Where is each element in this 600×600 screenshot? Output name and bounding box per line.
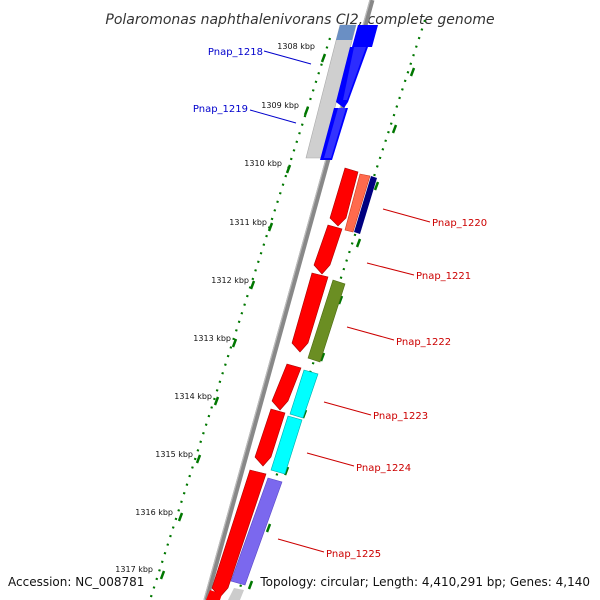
leader-pnap-1225 [277,538,325,553]
cog-block-1224[interactable] [270,415,303,475]
map-title: Polaromonas naphthalenivorans CJ2, compl… [105,12,494,28]
tick-label-1317: 1317 kbp [115,565,153,574]
scale-tick-labels: 1308 kbp 1309 kbp 1310 kbp 1311 kbp 1312… [115,42,315,574]
cog-block-1223[interactable] [289,369,319,419]
gene-block-pnap-1224[interactable] [254,408,286,467]
leader-pnap-1218 [263,50,312,65]
gene-block-pnap-1223[interactable] [271,363,302,411]
tick-label-1316: 1316 kbp [135,508,173,517]
cog-block-1222[interactable] [307,279,346,363]
upper-strand-band-top [336,25,356,40]
gene-label-pnap-1225[interactable]: Pnap_1225 [326,549,381,560]
gene-leader-lines [249,50,431,553]
gene-block-pnap-1220[interactable] [329,167,359,227]
cog-block-1220b[interactable] [354,176,377,234]
tick-label-1313: 1313 kbp [193,334,231,343]
genome-summary-text: Topology: circular; Length: 4,410,291 bp… [259,575,590,589]
cog-block-1225[interactable] [230,477,283,586]
tick-label-1314: 1314 kbp [174,392,212,401]
gene-label-pnap-1223[interactable]: Pnap_1223 [373,411,428,422]
forward-cds-group [320,25,378,160]
leader-pnap-1224 [306,452,355,467]
leader-pnap-1220 [382,208,431,223]
reverse-cds-group [206,167,359,600]
leader-pnap-1221 [366,262,415,276]
accession-text: Accession: NC_008781 [8,575,144,589]
gene-block-pnap-1225[interactable] [211,469,267,598]
tick-label-1308: 1308 kbp [277,42,315,51]
tick-label-1309: 1309 kbp [261,101,299,110]
gene-label-pnap-1224[interactable]: Pnap_1224 [356,463,411,474]
gene-block-pnap-1218a[interactable] [352,25,378,47]
leader-pnap-1219 [249,109,297,124]
tick-label-1310: 1310 kbp [244,159,282,168]
gene-label-pnap-1221[interactable]: Pnap_1221 [416,271,471,282]
tick-label-1311: 1311 kbp [229,218,267,227]
gene-label-pnap-1219[interactable]: Pnap_1219 [193,104,248,115]
gene-label-pnap-1222[interactable]: Pnap_1222 [396,337,451,348]
gene-labels: Pnap_1218 Pnap_1219 Pnap_1220 Pnap_1221 … [193,47,487,560]
tick-label-1315: 1315 kbp [155,450,193,459]
gene-label-pnap-1220[interactable]: Pnap_1220 [432,218,487,229]
gene-label-pnap-1218[interactable]: Pnap_1218 [208,47,263,58]
leader-pnap-1223 [323,401,372,416]
leader-pnap-1222 [346,326,395,341]
gene-block-pnap-1222[interactable] [291,272,329,353]
left-major-ticks [159,53,327,580]
gene-block-pnap-1221[interactable] [313,224,343,275]
tick-label-1312: 1312 kbp [211,276,249,285]
cog-block-1220a[interactable] [344,173,371,233]
cog-blocks [228,173,377,600]
